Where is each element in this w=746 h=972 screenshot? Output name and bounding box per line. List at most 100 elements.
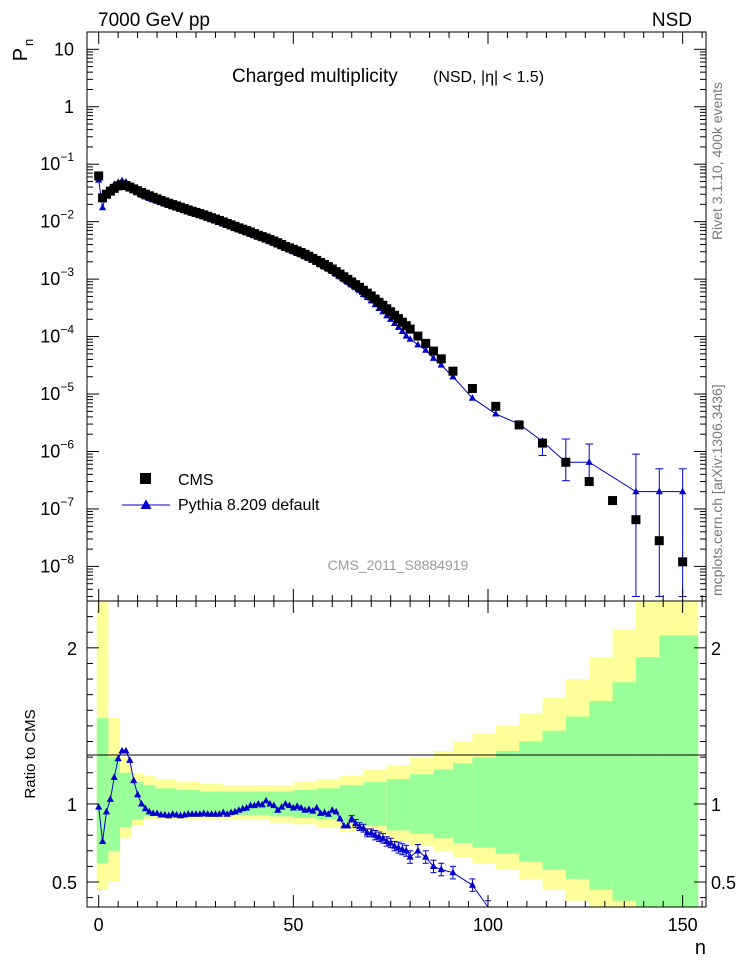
- ratio-axes: 0.5 0.5 1 1 2 2 0 50 100 150: [52, 601, 736, 935]
- y-tick-label-base: 10: [40, 154, 60, 174]
- ratio-point: [379, 834, 387, 841]
- y-tick-label-exponent: −8: [60, 552, 74, 566]
- ratio-point: [398, 845, 406, 852]
- legend: CMS Pythia 8.209 default: [122, 472, 320, 514]
- inner-band-bin: [131, 782, 144, 820]
- inner-band-bin: [542, 730, 566, 870]
- ratio-point: [355, 822, 364, 830]
- ratio-y-tick-label: 2: [67, 639, 77, 659]
- y-tick-label: 10−4: [40, 323, 74, 347]
- ratio-point: [266, 799, 274, 807]
- y-tick-label-base: 10: [40, 327, 60, 347]
- ratio-point: [375, 832, 383, 840]
- ratio-point: [285, 801, 294, 809]
- ratio-y-tick-label-right: 2: [711, 639, 721, 659]
- mc-point: [98, 203, 107, 211]
- ratio-point: [281, 799, 290, 807]
- y-tick-label-exponent: −6: [60, 437, 74, 451]
- mc-series-line: [98, 179, 683, 493]
- ratio-point: [328, 806, 336, 813]
- y-tick-label-exponent: −5: [60, 380, 74, 394]
- mc-point: [468, 394, 477, 401]
- main-title-suffix: (NSD, |η| < 1.5): [433, 69, 544, 86]
- inner-band-bin: [120, 772, 132, 828]
- y-tick-label-base: 10: [40, 499, 60, 519]
- ratio-point: [344, 821, 352, 829]
- mc-point: [402, 332, 410, 339]
- y-tick-label-exponent: −3: [60, 265, 74, 279]
- ratio-point: [394, 843, 403, 851]
- ratio-point: [98, 837, 107, 845]
- ratio-point: [278, 803, 286, 810]
- main-title: Charged multiplicity: [232, 66, 398, 87]
- inner-band-bin: [659, 635, 699, 907]
- ratio-y-tick-label: 1: [67, 795, 77, 815]
- y-tick-label: 10−1: [40, 150, 74, 174]
- ratio-point: [387, 838, 395, 846]
- inner-band-bin: [108, 757, 121, 851]
- ratio-point: [406, 853, 414, 860]
- ratio-point: [352, 819, 360, 827]
- y-tick-label-base: 10: [54, 39, 74, 59]
- ratio-point: [274, 806, 282, 813]
- ratio-point: [243, 803, 251, 811]
- inner-band-bin: [452, 763, 473, 843]
- inner-band-bin: [519, 741, 543, 862]
- ratio-point: [313, 803, 321, 811]
- y-tick-label: 10−3: [40, 265, 74, 289]
- ratio-point: [141, 804, 149, 812]
- inner-band-bin: [96, 718, 109, 864]
- mc-point: [585, 458, 593, 465]
- cms-point: [491, 401, 501, 411]
- mc-point: [449, 372, 457, 380]
- ratio-point: [122, 746, 130, 754]
- cms-point: [537, 438, 547, 448]
- ratio-point: [95, 803, 103, 810]
- mc-point: [422, 346, 430, 353]
- cms-point: [413, 331, 423, 341]
- x-tick-label: 150: [668, 915, 698, 935]
- ratio-point: [270, 801, 278, 809]
- mc-point: [492, 409, 500, 417]
- ratio-y-tick-label: 0.5: [52, 873, 77, 893]
- legend-marker-cms: [140, 473, 151, 484]
- ratio-point: [383, 837, 391, 845]
- ratio-point: [309, 806, 317, 814]
- inner-band-bin: [472, 757, 496, 848]
- y-tick-label-base: 10: [40, 269, 60, 289]
- cms-point: [608, 496, 618, 506]
- ratio-point: [402, 846, 410, 854]
- ratio-point: [134, 790, 142, 798]
- inner-band-bin: [340, 785, 364, 823]
- ratio-point: [102, 807, 111, 815]
- ratio-point: [332, 807, 340, 815]
- x-tick-label: 0: [94, 915, 104, 935]
- ratio-point: [262, 796, 270, 804]
- ratio-point: [293, 802, 301, 809]
- y-tick-label-base: 1: [64, 97, 74, 117]
- side-text-mcplots: mcplots.cern.ch [arXiv:1306.3436]: [709, 384, 725, 596]
- ratio-plot-frame: [86, 600, 707, 908]
- ratio-uncertainty-bands: [96, 601, 699, 907]
- y-tick-label-base: 10: [40, 556, 60, 576]
- mc-point: [406, 335, 414, 342]
- ratio-point: [145, 807, 153, 815]
- cms-point: [94, 171, 104, 181]
- cms-point: [584, 477, 594, 487]
- y-tick-label-exponent: −1: [60, 150, 74, 164]
- cms-point: [561, 457, 571, 467]
- y-axis-label: Pn: [10, 39, 36, 62]
- ratio-point: [390, 842, 399, 849]
- y-tick-label: 10−5: [40, 380, 74, 404]
- mc-point: [398, 327, 406, 335]
- inner-band-bin: [363, 782, 387, 826]
- mc-point: [414, 340, 422, 348]
- ratio-point: [114, 754, 122, 762]
- inner-band-bin: [176, 789, 200, 814]
- ratio-point: [324, 810, 332, 817]
- ratio-point: [258, 800, 266, 808]
- ratio-point: [305, 805, 313, 813]
- cms-point: [654, 536, 664, 546]
- ratio-point: [429, 862, 438, 870]
- y-tick-label-exponent: −4: [60, 323, 74, 337]
